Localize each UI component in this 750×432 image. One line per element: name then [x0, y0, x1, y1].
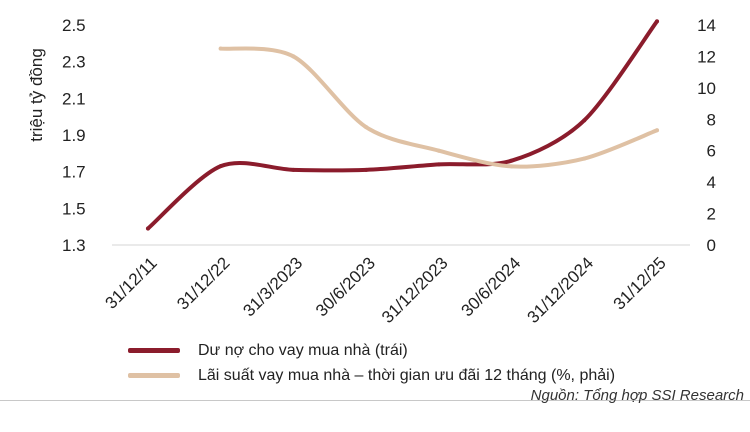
x-tick-0: 31/12/11: [101, 253, 160, 312]
y-tick-right-3: 6: [707, 142, 716, 161]
y-tick-right-1: 2: [707, 205, 716, 224]
series-1-point-4: [436, 148, 441, 153]
y-tick-right-6: 12: [697, 47, 716, 66]
legend-label-1: Lãi suất vay mua nhà – thời gian ưu đãi …: [198, 366, 616, 384]
x-tick-6: 31/12/2024: [524, 253, 598, 327]
series-0-point-3: [364, 167, 369, 172]
y-tick-right-0: 0: [707, 236, 716, 255]
series-line-0: [146, 19, 659, 231]
series-1-point-6: [582, 156, 587, 161]
x-axis-ticks: 31/12/11 31/12/22 31/3/2023 30/6/2023 31/12/…: [101, 253, 669, 327]
legend-item-0: Dư nợ cho vay mua nhà (trái): [128, 338, 615, 363]
y-tick-left-5: 2.3: [62, 53, 86, 72]
legend-swatch-1: [128, 373, 180, 378]
x-tick-4: 31/12/2023: [378, 253, 452, 327]
y-tick-right-7: 14: [697, 16, 716, 35]
x-tick-1: 31/12/22: [173, 253, 233, 313]
y-tick-right-5: 10: [697, 79, 716, 98]
series-0-point-4: [436, 162, 441, 167]
y-axis-label-left: triệu tỷ đồng: [27, 48, 46, 142]
y-tick-right-2: 4: [707, 173, 716, 192]
legend: Dư nợ cho vay mua nhà (trái) Lãi suất va…: [128, 338, 615, 388]
legend-item-1: Lãi suất vay mua nhà – thời gian ưu đãi …: [128, 363, 615, 388]
series-1-point-1: [218, 46, 223, 51]
y-tick-left-2: 1.7: [62, 163, 86, 182]
series-0-point-5: [509, 158, 514, 163]
series-0-point-6: [582, 118, 587, 123]
y-tick-left-4: 2.1: [62, 89, 86, 108]
y-tick-left-0: 1.3: [62, 236, 86, 255]
series-lines: [146, 19, 659, 231]
y-tick-right-4: 8: [707, 110, 716, 129]
series-1-point-2: [291, 54, 296, 59]
series-0-point-0: [146, 226, 150, 231]
legend-label-0: Dư nợ cho vay mua nhà (trái): [198, 341, 408, 359]
chart: triệu tỷ đồng 1.3 1.5 1.7 1.9 2.1 2.3 2.5 0 2 4 6…: [27, 16, 716, 327]
x-tick-5: 30/6/2024: [457, 253, 524, 320]
left-axis-ticks: 1.3 1.5 1.7 1.9 2.1 2.3 2.5: [62, 16, 86, 255]
legend-swatch-0: [128, 348, 180, 353]
series-0-point-2: [291, 167, 296, 172]
series-1-point-7: [655, 128, 659, 133]
y-tick-left-1: 1.5: [62, 199, 86, 218]
x-tick-2: 31/3/2023: [239, 253, 306, 320]
series-1-point-5: [509, 164, 514, 169]
x-tick-7: 31/12/25: [610, 253, 670, 313]
right-axis-ticks: 0 2 4 6 8 10 12 14: [697, 16, 716, 255]
source-note: Nguồn: Tổng hợp SSI Research: [530, 387, 744, 404]
footer-rule: [0, 400, 750, 401]
x-tick-3: 30/6/2023: [312, 253, 379, 320]
series-1-point-3: [364, 125, 369, 130]
y-tick-left-6: 2.5: [62, 16, 86, 35]
series-0-point-7: [655, 19, 659, 24]
y-tick-left-3: 1.9: [62, 126, 86, 145]
series-0-point-1: [218, 164, 223, 169]
